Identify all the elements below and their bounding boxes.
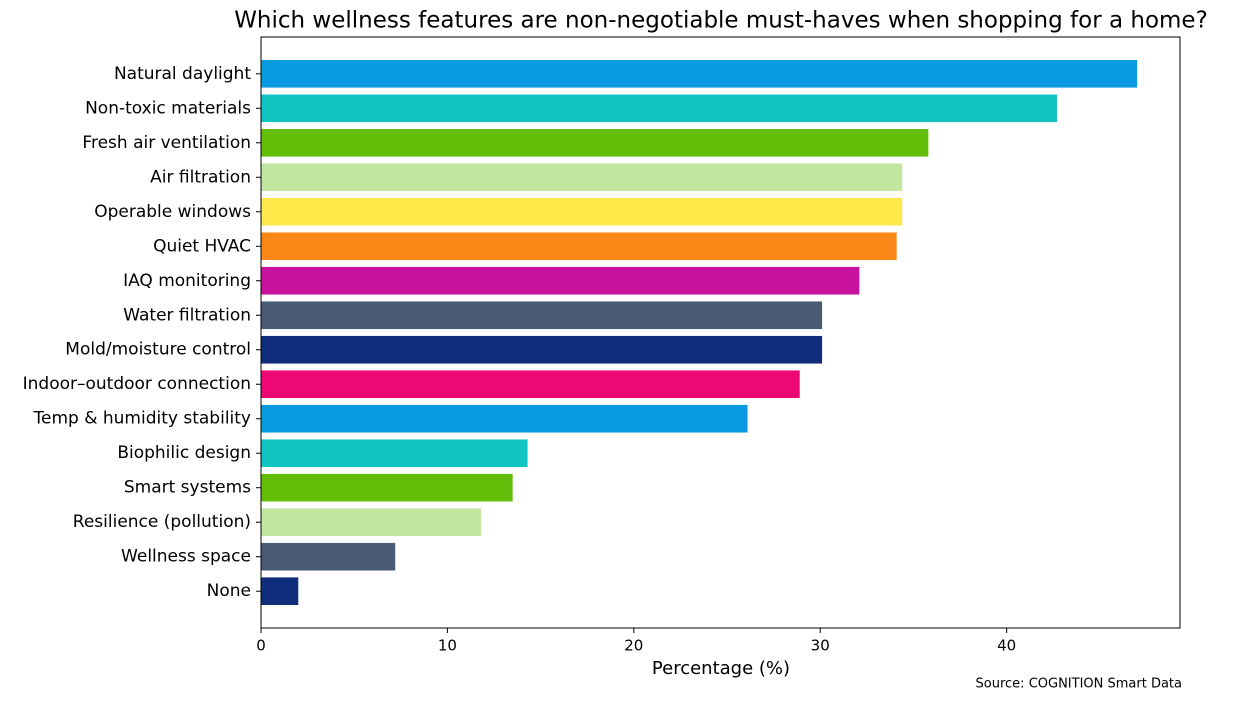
bar <box>261 94 1057 123</box>
y-tick-label: Air filtration <box>150 167 251 187</box>
bar <box>261 404 748 433</box>
bar <box>261 163 903 192</box>
y-tick-label: IAQ monitoring <box>123 271 251 291</box>
bar <box>261 577 299 605</box>
y-tick-label: Non-toxic materials <box>85 98 251 118</box>
chart-title: Which wellness features are non-negotiab… <box>234 8 1208 34</box>
y-tick-label: Indoor–outdoor connection <box>23 374 251 394</box>
x-tick-label: 40 <box>997 637 1016 655</box>
bar <box>261 301 823 330</box>
bar <box>261 232 897 261</box>
y-tick-label: Resilience (pollution) <box>73 512 251 532</box>
bar <box>261 335 823 364</box>
x-tick-label: 30 <box>811 637 830 655</box>
y-tick-label: Wellness space <box>121 547 251 567</box>
bar <box>261 508 481 537</box>
y-tick-label: Water filtration <box>123 305 251 325</box>
bar <box>261 128 929 157</box>
bar <box>261 197 903 226</box>
y-tick-label: Temp & humidity stability <box>33 409 251 429</box>
x-tick-label: 20 <box>624 637 643 655</box>
y-tick-label: None <box>207 581 251 601</box>
plot-frame <box>260 36 1181 629</box>
bar <box>261 473 513 502</box>
bar <box>261 370 800 399</box>
x-axis-label: Percentage (%) <box>652 658 790 679</box>
y-tick-label: Smart systems <box>124 478 251 498</box>
bar <box>261 60 1138 88</box>
bar <box>261 542 396 571</box>
source-note: Source: COGNITION Smart Data <box>976 677 1182 692</box>
y-tick-label: Operable windows <box>94 202 251 222</box>
y-tick-label: Biophilic design <box>117 443 251 463</box>
y-tick-label: Natural daylight <box>114 64 251 84</box>
y-tick-label: Quiet HVAC <box>153 236 251 256</box>
x-tick-label: 10 <box>438 637 457 655</box>
y-tick-label: Fresh air ventilation <box>82 133 251 153</box>
x-tick-label: 0 <box>256 637 266 655</box>
y-tick-label: Mold/moisture control <box>65 340 251 360</box>
bar <box>261 266 860 295</box>
bar <box>261 439 528 468</box>
